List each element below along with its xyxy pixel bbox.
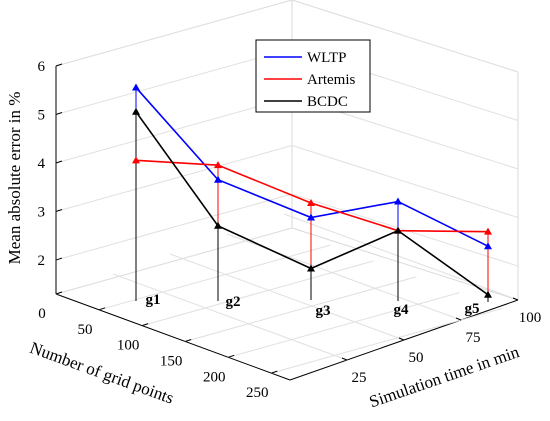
z-grid-back-left xyxy=(55,193,293,261)
box-floor-back-right xyxy=(291,227,519,301)
series-line-artemis xyxy=(135,159,489,233)
z-grid-back-right xyxy=(291,0,519,73)
x-tick-mark xyxy=(398,337,405,341)
markers xyxy=(132,83,492,298)
z-tick-mark xyxy=(55,209,63,213)
z-tick-label: 6 xyxy=(38,59,46,75)
y-grid-floor xyxy=(185,276,417,342)
marker-bcdc-g2 xyxy=(214,221,222,229)
x-tick-mark xyxy=(341,357,348,361)
z-tick-label: 3 xyxy=(38,205,46,221)
x-tick-label: 100 xyxy=(519,310,542,326)
z-grid-back-left xyxy=(55,48,293,115)
point-label-g3: g3 xyxy=(316,303,331,319)
y-tick-label: 150 xyxy=(160,353,183,369)
z-tick-mark xyxy=(55,112,63,115)
y-axis-label: Number of grid points xyxy=(27,338,176,408)
z-tick-mark xyxy=(55,63,63,67)
marker-wltp-g2 xyxy=(214,175,222,183)
y-grid-floor xyxy=(98,244,331,311)
marker-artemis-g5 xyxy=(484,227,492,235)
z-grid-back-right xyxy=(291,145,519,219)
z-tick-mark xyxy=(55,160,63,164)
point-label-g2: g2 xyxy=(226,294,241,310)
y-grid-floor xyxy=(228,292,460,358)
legend-label-artemis: Artemis xyxy=(307,72,355,88)
point-label-g5: g5 xyxy=(465,301,480,317)
marker-wltp-g1 xyxy=(132,83,140,91)
tick-marks: 2 3 4 5 6 0 50 100 150 200 250 25 50 75 100 xyxy=(38,59,542,401)
legend-label-wltp: WLTP xyxy=(307,50,346,66)
y-tick-label: 100 xyxy=(117,338,140,354)
z-tick-label: 2 xyxy=(38,253,46,269)
y-tick-label: 0 xyxy=(38,306,46,322)
legend-label-bcdc: BCDC xyxy=(307,94,348,110)
z-tick-label: 5 xyxy=(38,108,46,124)
x-tick-label: 75 xyxy=(466,330,481,346)
x-tick-label: 25 xyxy=(352,370,367,386)
z-tick-label: 4 xyxy=(38,156,46,172)
y-tick-mark xyxy=(55,291,63,295)
marker-bcdc-g1 xyxy=(132,107,140,115)
z-axis-label: Mean absolute error in % xyxy=(5,92,24,265)
legend: WLTP Artemis BCDC xyxy=(255,39,371,113)
y-grid-floor xyxy=(271,307,503,374)
marker-artemis-g2 xyxy=(214,161,222,169)
z-grid-back-left xyxy=(55,0,293,67)
point-label-g1: g1 xyxy=(146,292,161,308)
z-grid-back-left xyxy=(55,145,293,213)
marker-wltp-g3 xyxy=(307,213,315,221)
marker-wltp-g4 xyxy=(394,197,402,205)
x-grid-floor xyxy=(169,253,405,341)
point-labels: g1 g2 g3 g4 g5 xyxy=(146,292,480,319)
y-tick-label: 250 xyxy=(246,385,269,401)
x-grid-floor xyxy=(112,273,348,361)
y-axis-line xyxy=(55,293,291,381)
y-tick-mark xyxy=(228,354,235,358)
x-tick-mark xyxy=(455,317,462,321)
marker-wltp-g5 xyxy=(484,242,492,250)
point-label-g4: g4 xyxy=(394,302,410,318)
marker-bcdc-g5 xyxy=(484,290,492,298)
y-tick-mark xyxy=(98,307,106,311)
y-tick-mark xyxy=(141,323,149,327)
y-tick-label: 200 xyxy=(203,369,226,385)
x-tick-mark xyxy=(512,297,519,301)
y-tick-mark xyxy=(271,370,278,374)
legend-box xyxy=(255,39,371,113)
x-grid-floor xyxy=(283,213,519,301)
marker-artemis-g3 xyxy=(307,198,315,206)
x-axis-label: Simulation time in min xyxy=(367,342,522,411)
y-grid-floor xyxy=(141,260,374,327)
x-tick-label: 50 xyxy=(409,350,424,366)
y-tick-label: 50 xyxy=(78,322,93,338)
y-tick-mark xyxy=(185,338,192,342)
marker-bcdc-g4 xyxy=(394,226,402,234)
z-tick-mark xyxy=(55,257,63,261)
stems xyxy=(135,87,489,302)
marker-artemis-g1 xyxy=(132,156,140,164)
marker-bcdc-g3 xyxy=(307,264,315,272)
